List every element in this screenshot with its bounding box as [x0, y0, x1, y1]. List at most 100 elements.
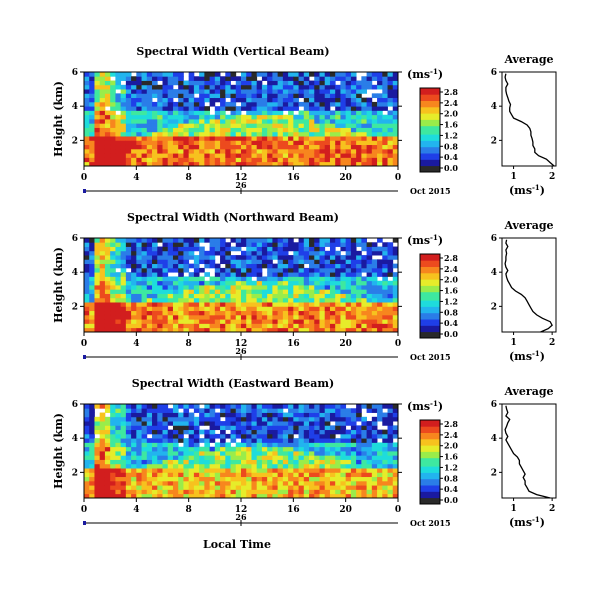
heatmap-cell	[141, 463, 148, 469]
heatmap-cell	[356, 493, 362, 499]
heatmap-cell	[298, 148, 305, 154]
heatmap-cell	[199, 408, 205, 413]
heatmap-cell	[125, 442, 132, 448]
heatmap-cell	[371, 246, 378, 252]
heatmap-cell	[178, 446, 184, 452]
heatmap-cell	[335, 485, 341, 490]
heatmap-cell	[220, 101, 226, 107]
heatmap-cell	[167, 106, 174, 111]
heatmap-cell	[377, 489, 383, 495]
heatmap-cell	[340, 140, 347, 146]
heatmap-cell	[277, 446, 284, 452]
heatmap-cell	[366, 302, 373, 307]
heatmap-cell	[329, 429, 336, 435]
heatmap-cell	[235, 76, 242, 81]
heatmap-cell	[366, 493, 373, 499]
heatmap-cell	[193, 144, 200, 150]
heatmap-cell	[193, 123, 200, 128]
heatmap-cell	[246, 157, 252, 163]
heatmap-cell	[371, 76, 378, 81]
heatmap-cell	[84, 302, 90, 307]
heatmap-cell	[146, 280, 153, 286]
heatmap-cell	[84, 455, 90, 460]
heatmap-cell	[392, 89, 399, 94]
heatmap-cell	[251, 493, 258, 499]
heatmap-cell	[167, 285, 174, 290]
heatmap-cell	[314, 476, 320, 482]
heatmap-cell	[183, 285, 190, 290]
heatmap-cell	[152, 425, 158, 431]
heatmap-cell	[230, 97, 237, 103]
heatmap-cell	[199, 289, 205, 294]
heatmap-cell	[366, 72, 373, 77]
heatmap-cell	[235, 429, 242, 435]
heatmap-cell	[324, 97, 331, 103]
heatmap-cell	[235, 97, 242, 103]
heatmap-cell	[209, 480, 216, 486]
heatmap-cell	[152, 310, 158, 316]
colorbar-segment	[420, 428, 440, 431]
heatmap-cell	[377, 76, 383, 81]
heatmap-cell	[329, 114, 336, 120]
heatmap-cell	[309, 446, 315, 452]
heatmap-cell	[246, 119, 252, 124]
heatmap-cell	[188, 433, 195, 439]
heatmap-cell	[261, 416, 268, 422]
heatmap-cell	[157, 280, 163, 286]
heatmap-cell	[246, 302, 252, 307]
heatmap-cell	[99, 76, 106, 81]
heatmap-cell	[288, 451, 294, 456]
heatmap-cell	[104, 84, 111, 90]
heatmap-cell	[115, 421, 122, 426]
heatmap-cell	[377, 323, 383, 329]
colorbar-segment	[420, 302, 440, 305]
heatmap-cell	[188, 89, 195, 94]
heatmap-cell	[319, 425, 326, 431]
heatmap-cell	[162, 246, 169, 252]
heatmap-cell	[125, 412, 132, 418]
heatmap-cell	[110, 314, 116, 320]
heatmap-cell	[350, 89, 357, 94]
colorbar-tick-label: 0.4	[444, 318, 458, 328]
heatmap-cell	[303, 302, 310, 307]
heatmap-cell	[293, 489, 299, 495]
heatmap-cell	[256, 468, 263, 473]
heatmap-cell	[214, 323, 221, 329]
heatmap-cell	[303, 314, 310, 320]
heatmap-cell	[204, 148, 210, 154]
colorbar-segment	[420, 264, 440, 267]
heatmap-cell	[146, 451, 153, 456]
heatmap-cell	[251, 140, 258, 146]
heatmap-cell	[89, 285, 95, 290]
heatmap-cell	[178, 297, 184, 303]
heatmap-cell	[152, 476, 158, 482]
heatmap-cell	[162, 127, 169, 133]
heatmap-cell	[392, 84, 399, 90]
heatmap-cell	[178, 119, 184, 124]
heatmap-cell	[241, 319, 247, 324]
heatmap-cell	[152, 438, 158, 443]
heatmap-cell	[382, 442, 388, 448]
heatmap-cell	[298, 263, 305, 269]
heatmap-cell	[188, 459, 195, 465]
heatmap-cell	[152, 455, 158, 460]
heatmap-cell	[225, 280, 231, 286]
heatmap-cell	[356, 259, 362, 265]
heatmap-cell	[99, 438, 106, 443]
heatmap-cell	[193, 429, 200, 435]
heatmap-cell	[220, 255, 226, 260]
heatmap-cell	[282, 161, 289, 167]
heatmap-cell	[314, 485, 320, 490]
heatmap-cell	[141, 480, 148, 486]
heatmap-cell	[157, 463, 163, 469]
heatmap-cell	[392, 153, 399, 158]
heatmap-cell	[319, 455, 326, 460]
heatmap-cell	[146, 259, 153, 265]
heatmap-cell	[282, 297, 289, 303]
heatmap-cell	[199, 93, 205, 99]
heatmap-cell	[314, 472, 320, 478]
heatmap-cell	[350, 263, 357, 269]
heatmap-cell	[277, 472, 284, 478]
heatmap-cell	[298, 285, 305, 290]
heatmap-cell	[293, 89, 299, 94]
